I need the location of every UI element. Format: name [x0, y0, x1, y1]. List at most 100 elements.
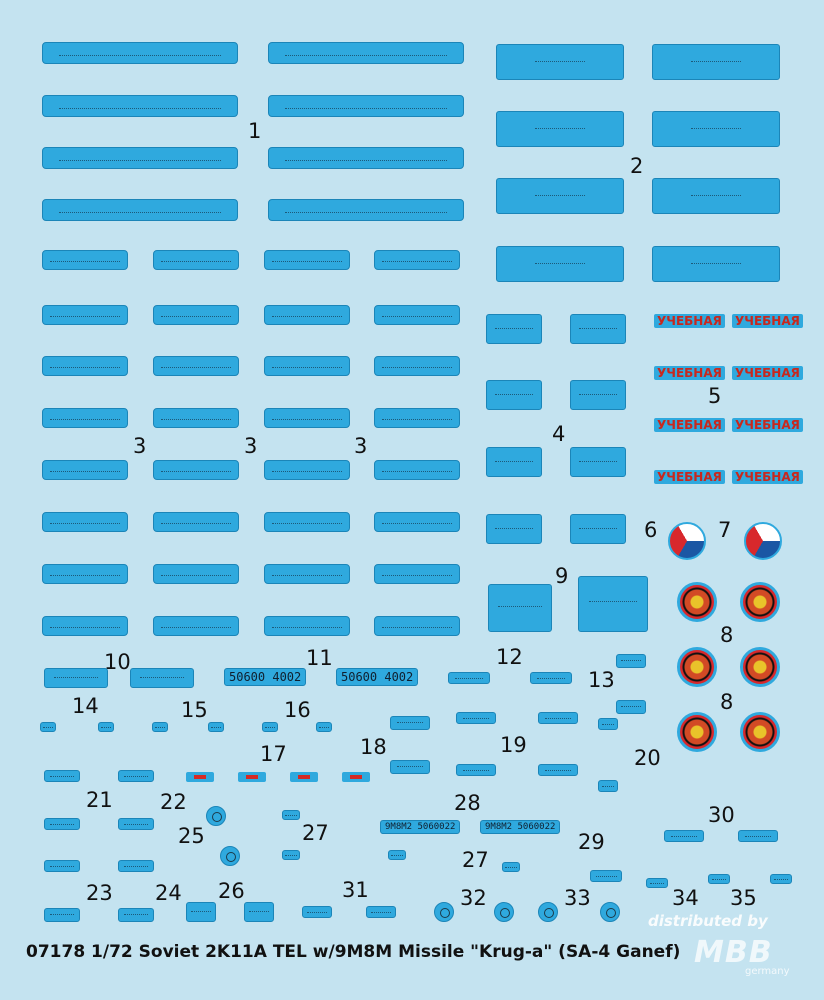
decal-21 [44, 770, 80, 782]
decal-number: 3 [133, 434, 147, 458]
decal-19 [538, 712, 578, 724]
decal-27 [282, 810, 300, 820]
decal-3-strip [264, 564, 350, 584]
decal-number: 12 [496, 645, 523, 669]
decal-3-strip [153, 250, 239, 270]
decal-13 [616, 700, 646, 714]
decal-number: 4 [552, 422, 566, 446]
decal-20 [598, 718, 618, 730]
decal-number: 13 [588, 668, 615, 692]
decal-15 [152, 722, 168, 732]
decal-35 [708, 874, 730, 884]
decal-2-plate [496, 111, 624, 147]
decal-3-strip [264, 408, 350, 428]
decal-31 [366, 906, 396, 918]
decal-19 [456, 712, 496, 724]
decal-3-strip [374, 356, 460, 376]
decal-26 [186, 902, 216, 922]
decal-5-training: УЧЕБНАЯ [654, 366, 725, 381]
decal-24 [118, 908, 154, 922]
decal-16 [316, 722, 332, 732]
decal-number: 2 [630, 154, 644, 178]
decal-18 [390, 760, 430, 774]
decal-5-training: УЧЕБНАЯ [732, 470, 803, 485]
decal-4 [486, 314, 542, 344]
decal-number: 33 [564, 886, 591, 910]
decal-19 [538, 764, 578, 776]
decal-1-strip [42, 199, 238, 221]
decal-12 [448, 672, 490, 684]
decal-1-strip [42, 42, 238, 64]
decal-number: 25 [178, 824, 205, 848]
decal-29 [590, 870, 622, 882]
decal-number: 24 [155, 881, 182, 905]
decal-3-strip [153, 564, 239, 584]
decal-23 [44, 860, 80, 872]
decal-19 [456, 764, 496, 776]
decal-5-training: УЧЕБНАЯ [654, 418, 725, 433]
decal-3-strip [374, 460, 460, 480]
decal-9 [488, 584, 552, 632]
decal-number: 3 [354, 434, 368, 458]
decal-number: 31 [342, 878, 369, 902]
decal-32-roundel-icon [494, 902, 514, 922]
gdr-roundel-icon [677, 647, 717, 687]
decal-number: 27 [462, 848, 489, 872]
decal-1-strip [268, 95, 464, 117]
gdr-roundel-icon [740, 712, 780, 752]
decal-4 [486, 514, 542, 544]
decal-9 [578, 576, 648, 632]
decal-1-strip [268, 42, 464, 64]
decal-3-strip [264, 512, 350, 532]
decal-number: 7 [718, 518, 732, 542]
decal-27 [502, 862, 520, 872]
decal-number: 20 [634, 746, 661, 770]
decal-1-strip [268, 147, 464, 169]
decal-11-registration: 50600 4002 [224, 668, 307, 686]
decal-3-strip [264, 616, 350, 636]
decal-number: 8 [720, 690, 734, 714]
decal-1-strip [268, 199, 464, 221]
decal-number: 17 [260, 742, 287, 766]
decal-2-plate [652, 44, 780, 80]
distributor-country: germany [745, 966, 790, 977]
decal-25-roundel-icon [206, 806, 226, 826]
decal-5-text: УЧЕБНАЯ [657, 470, 722, 484]
decal-4 [570, 514, 626, 544]
gdr-roundel-icon [677, 712, 717, 752]
decal-number: 21 [86, 788, 113, 812]
decal-5-training: УЧЕБНАЯ [732, 366, 803, 381]
decal-3-strip [153, 408, 239, 428]
decal-14 [98, 722, 114, 732]
decal-24 [118, 860, 154, 872]
gdr-roundel-icon [677, 582, 717, 622]
decal-number: 35 [730, 886, 757, 910]
decal-4 [570, 314, 626, 344]
decal-5-training: УЧЕБНАЯ [732, 314, 803, 329]
decal-17-red-bar [186, 772, 214, 782]
decal-number: 11 [306, 646, 333, 670]
decal-number: 18 [360, 735, 387, 759]
decal-5-text: УЧЕБНАЯ [657, 314, 722, 328]
decal-5-training: УЧЕБНАЯ [654, 470, 725, 485]
decal-31 [302, 906, 332, 918]
decal-10 [130, 668, 194, 688]
decal-5-text: УЧЕБНАЯ [735, 366, 800, 380]
decal-number: 29 [578, 830, 605, 854]
decal-21 [118, 770, 154, 782]
decal-33-roundel-icon [538, 902, 558, 922]
decal-17-red-bar [342, 772, 370, 782]
decal-number: 1 [248, 119, 262, 143]
decal-26 [244, 902, 274, 922]
decal-3-strip [153, 356, 239, 376]
decal-25-roundel-icon [220, 846, 240, 866]
decal-17-red-bar [290, 772, 318, 782]
decal-4 [570, 447, 626, 477]
decal-number: 10 [104, 650, 131, 674]
decal-27 [388, 850, 406, 860]
decal-3-strip [42, 616, 128, 636]
decal-4 [570, 380, 626, 410]
decal-5-text: УЧЕБНАЯ [735, 418, 800, 432]
decal-3-strip [42, 460, 128, 480]
decal-4 [486, 380, 542, 410]
